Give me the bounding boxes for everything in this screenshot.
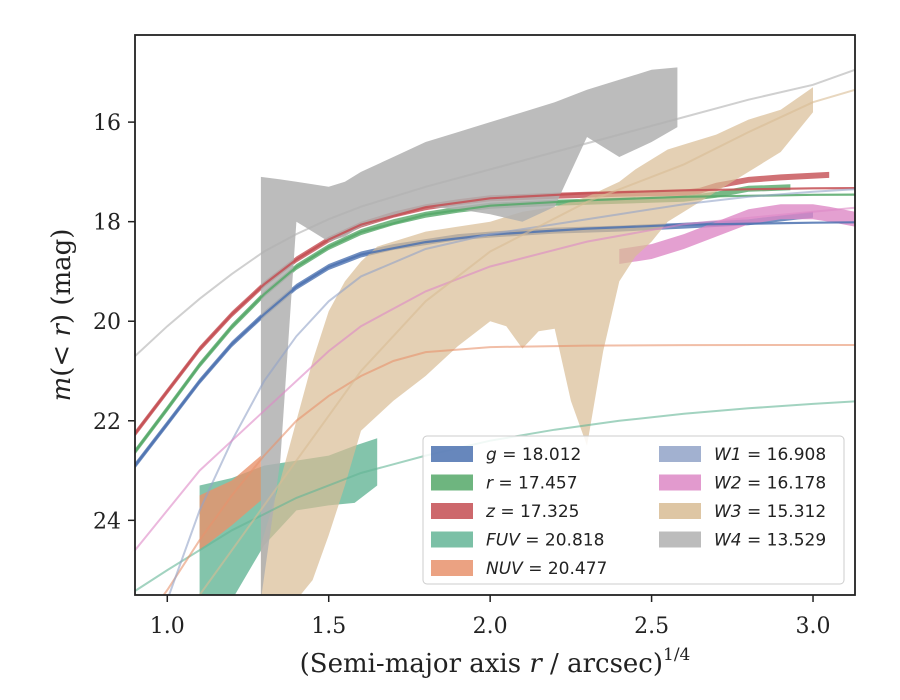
legend-label-w1: W1 = 16.908: [714, 445, 826, 465]
model-curve-g: [135, 221, 855, 467]
y-axis-label: mm((< r) (mag): [47, 229, 77, 402]
legend-label-w2: W2 = 16.178: [714, 474, 826, 494]
legend-frame: [422, 435, 845, 585]
legend-swatch-nuv: [431, 560, 473, 576]
legend-label-fuv: FUV = 20.818: [486, 531, 604, 551]
y-tick-label: 16: [93, 111, 121, 136]
legend-swatch-w4: [659, 531, 701, 548]
legend-swatch-w3: [659, 503, 701, 519]
x-tick-label: 2.5: [634, 614, 669, 639]
x-axis-ticks: 1.0 1.5 2.0 2.5 3.0: [150, 595, 831, 639]
y-tick-label: 20: [93, 310, 121, 335]
model-curve-w4: [135, 68, 855, 357]
legend-swatch-z: [431, 503, 473, 519]
x-tick-label: 1.5: [311, 614, 346, 639]
model-curve-nuv: [162, 344, 855, 595]
model-curve-r: [135, 193, 855, 453]
plot-frame: [134, 34, 856, 596]
x-tick-label: 1.0: [150, 614, 185, 639]
y-tick-label: 18: [93, 211, 121, 236]
model-curve-w3: [198, 88, 855, 595]
legend: g = 18.012 r = 17.457 z = 17.325 FUV = 20.8…: [422, 435, 845, 585]
legend-label-z: z = 17.325: [485, 502, 579, 522]
band-w4: [260, 67, 678, 595]
y-axis-ticks: 16 18 20 22 24: [93, 111, 135, 534]
legend-swatch-g: [431, 446, 473, 462]
x-tick-label: 2.0: [473, 614, 508, 639]
legend-swatch-w2: [659, 474, 701, 491]
band-w2: [619, 204, 855, 264]
legend-label-w4: W4 = 13.529: [714, 531, 826, 551]
band-w3: [260, 87, 813, 595]
model-curve-w1: [168, 188, 855, 595]
legend-swatch-fuv: [431, 531, 473, 548]
legend-label-g: g = 18.012: [486, 445, 581, 465]
legend-label-r: r = 17.457: [486, 474, 578, 494]
legend-swatch-w1: [659, 446, 701, 462]
model-curve-w2: [135, 206, 855, 551]
legend-label-w3: W3 = 15.312: [714, 502, 826, 522]
y-tick-label: 22: [93, 410, 121, 435]
model-curve-z: [135, 187, 855, 435]
x-tick-label: 3.0: [796, 614, 831, 639]
x-axis-label: (Semi-major axis r / arcsec)1/4: [300, 645, 691, 679]
legend-swatch-r: [431, 474, 473, 491]
y-tick-label: 24: [93, 509, 121, 534]
model-curves: [135, 68, 855, 595]
legend-label-nuv: NUV = 20.477: [486, 559, 607, 579]
